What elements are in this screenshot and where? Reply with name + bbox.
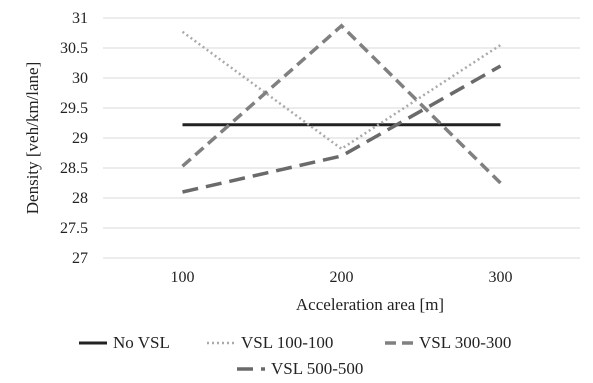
x-tick-label: 200 — [330, 269, 354, 286]
y-tick-label: 30 — [72, 70, 88, 87]
series-line-2 — [181, 30, 502, 151]
series-lines — [181, 23, 502, 194]
legend-label-1: No VSL — [113, 333, 170, 352]
y-axis-title: Density [veh/km/lane] — [23, 62, 42, 215]
gridlines — [103, 17, 580, 259]
y-tick-label: 30.5 — [60, 40, 88, 57]
legend-label-3: VSL 300-300 — [419, 333, 511, 352]
y-tick-label: 31 — [72, 10, 88, 27]
legend-label-4: VSL 500-500 — [271, 359, 363, 378]
y-tick-labels: 27 27.5 28 28.5 29 29.5 30 30.5 31 — [60, 10, 88, 267]
series-line-3 — [181, 23, 502, 185]
series-line-4 — [182, 64, 502, 194]
y-tick-label: 29.5 — [60, 100, 88, 117]
x-tick-label: 300 — [489, 269, 513, 286]
y-tick-label: 29 — [72, 130, 88, 147]
y-tick-label: 27 — [72, 250, 88, 267]
y-tick-label: 27.5 — [60, 220, 88, 237]
x-axis-title: Acceleration area [m] — [296, 295, 444, 314]
legend: No VSL VSL 100-100 VSL 300-300 VSL 500-500 — [79, 333, 511, 378]
y-tick-label: 28 — [72, 190, 88, 207]
x-tick-labels: 100 200 300 — [171, 269, 513, 286]
legend-label-2: VSL 100-100 — [241, 333, 333, 352]
x-tick-label: 100 — [171, 269, 195, 286]
y-tick-label: 28.5 — [60, 160, 88, 177]
